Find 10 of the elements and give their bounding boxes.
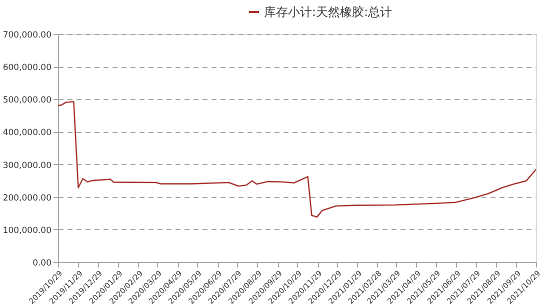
legend-label: 库存小计:天然橡胶:总计	[264, 5, 392, 19]
y-tick-label: 700,000.00	[2, 30, 52, 40]
y-tick-label: 200,000.00	[2, 193, 52, 204]
y-tick-label: 400,000.00	[2, 128, 52, 138]
y-tick-label: 500,000.00	[2, 96, 52, 106]
y-tick-label: 100,000.00	[2, 226, 52, 236]
y-tick-label: 600,000.00	[2, 63, 52, 74]
line-series	[57, 101, 537, 218]
y-tick-label: 0.00	[32, 258, 52, 268]
y-tick-label: 300,000.00	[2, 160, 52, 171]
